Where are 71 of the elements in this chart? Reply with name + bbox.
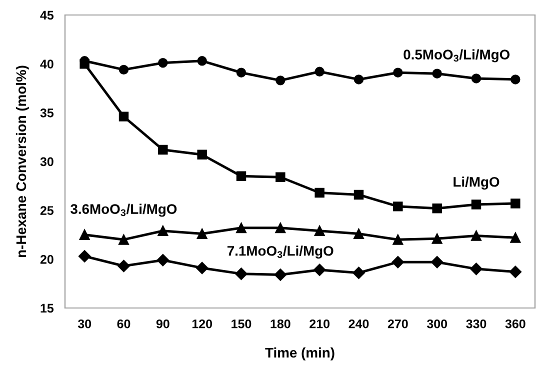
point	[197, 56, 207, 66]
point	[158, 226, 168, 236]
point	[470, 262, 482, 276]
point	[118, 234, 129, 245]
x-tick-label: 330	[466, 319, 486, 328]
point	[313, 264, 326, 276]
y-tick-label: 40	[40, 60, 54, 68]
x-tick-label: 180	[270, 319, 290, 328]
point	[314, 66, 324, 77]
point	[197, 150, 207, 160]
x-tick-label: 360	[505, 319, 526, 328]
point	[275, 222, 286, 234]
point	[509, 266, 522, 278]
point	[510, 232, 521, 243]
point	[236, 68, 246, 78]
series-label: 7.1MoO$_{3}$/Li/MgO	[227, 246, 334, 259]
x-tick-label: 30	[78, 319, 92, 328]
point	[78, 250, 91, 262]
point	[354, 228, 364, 239]
point	[430, 256, 444, 268]
point	[118, 64, 129, 75]
point	[276, 76, 286, 86]
x-tick-label: 210	[310, 319, 330, 328]
point	[471, 200, 482, 210]
point	[314, 188, 324, 198]
point	[354, 190, 364, 200]
point	[158, 58, 168, 68]
point	[432, 233, 442, 244]
series-label: 3.6MoO$_{3}$/Li/MgO	[70, 204, 177, 217]
point	[354, 74, 364, 84]
point	[432, 68, 442, 78]
series-label: Li/MgO	[454, 176, 500, 190]
x-tick-label: 270	[388, 319, 408, 328]
x-tick-label: 150	[232, 319, 252, 328]
point	[158, 144, 168, 155]
point	[118, 260, 130, 272]
point	[392, 234, 404, 245]
point	[392, 256, 404, 268]
point	[236, 222, 246, 234]
point	[393, 68, 403, 78]
point	[352, 266, 365, 279]
point	[510, 198, 520, 208]
y-tick-label: 35	[40, 108, 54, 118]
y-tick-label: 15	[40, 304, 54, 313]
point	[314, 226, 325, 236]
x-tick-label: 240	[348, 319, 369, 328]
point	[196, 262, 208, 274]
point	[510, 74, 520, 84]
point	[196, 228, 208, 239]
x-tick-label: 300	[426, 319, 447, 328]
x-tick-label: 90	[156, 319, 170, 328]
y-tick-label: 30	[40, 157, 54, 166]
point	[236, 171, 246, 182]
y-tick-label: 20	[40, 254, 54, 264]
point	[471, 230, 482, 241]
point	[393, 202, 403, 212]
point	[79, 230, 90, 240]
point	[471, 74, 482, 84]
point	[118, 112, 129, 122]
point	[274, 268, 287, 281]
x-axis-title: Time (min)	[265, 347, 334, 360]
point	[156, 254, 170, 266]
series-label: 0.5MoO$_{3}$/Li/MgO	[404, 49, 510, 62]
point	[432, 204, 442, 214]
x-tick-label: 60	[117, 319, 130, 328]
point	[276, 172, 286, 182]
y-axis-title: n-Hexane Conversion (mol%)	[16, 66, 29, 258]
y-tick-label: 45	[40, 10, 54, 20]
x-tick-label: 120	[192, 319, 212, 328]
point	[235, 268, 248, 280]
y-tick-label: 25	[40, 206, 54, 215]
